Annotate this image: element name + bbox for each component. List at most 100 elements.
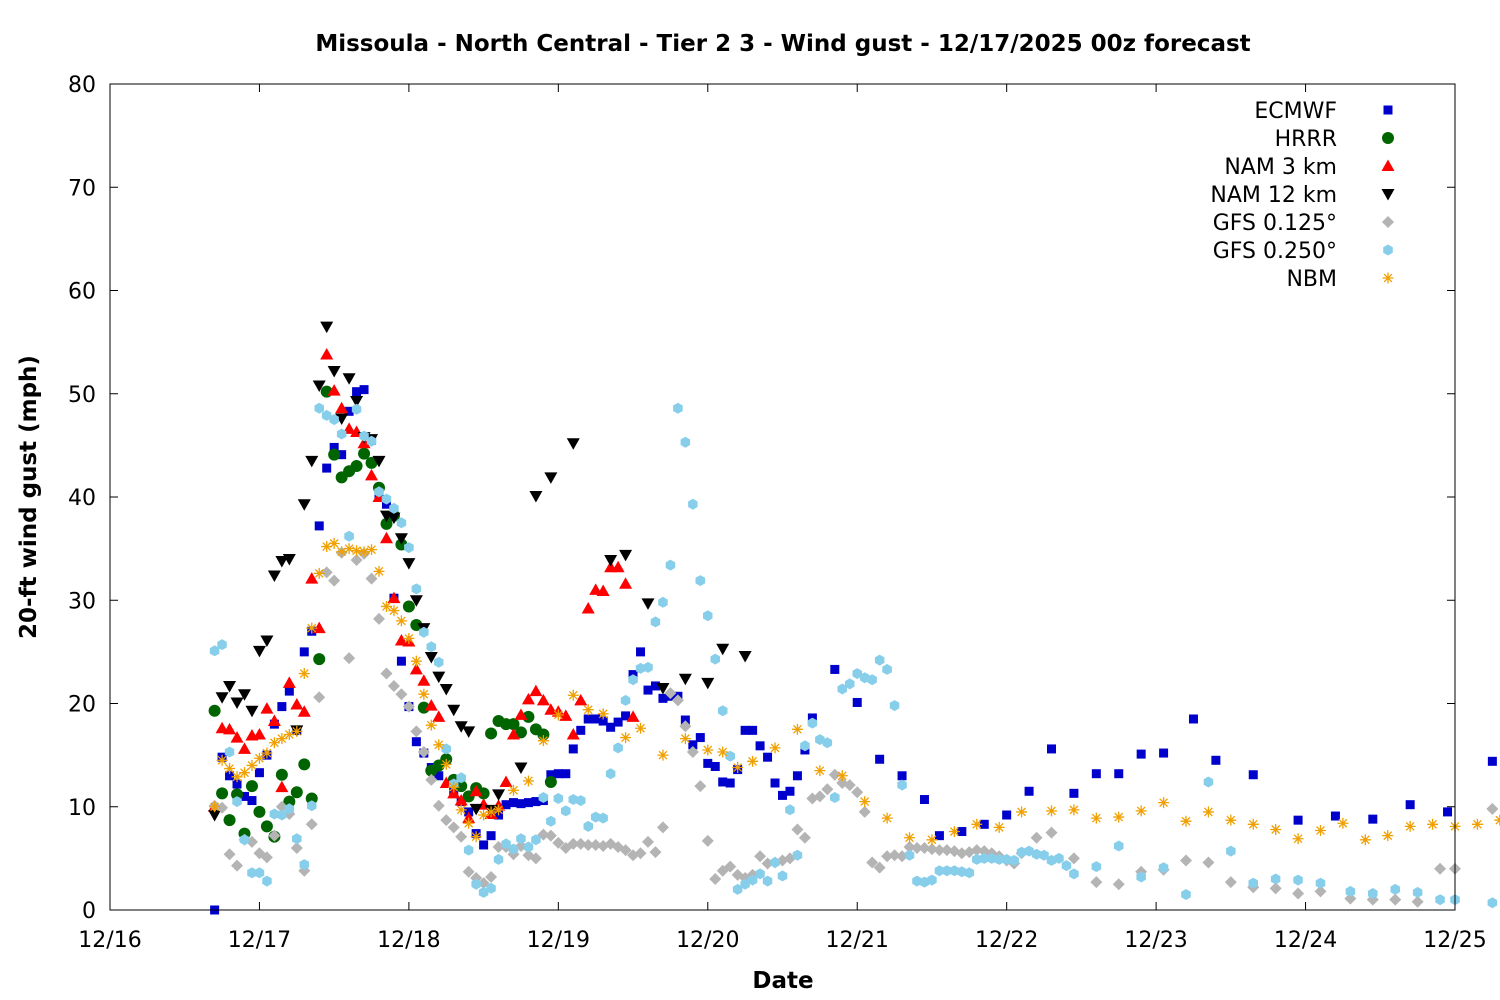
data-point (217, 639, 227, 651)
data-point (359, 430, 369, 442)
data-point (320, 321, 334, 334)
data-point (619, 844, 632, 857)
data-point (619, 577, 633, 589)
data-point (388, 605, 400, 617)
data-point (1443, 807, 1453, 817)
data-point (365, 572, 378, 585)
data-point (531, 834, 541, 846)
data-point (424, 652, 438, 664)
data-point (678, 673, 692, 686)
data-point (282, 676, 296, 688)
data-point (373, 612, 385, 625)
data-point (409, 595, 423, 607)
data-point (224, 746, 235, 758)
data-point (703, 758, 713, 768)
data-point (277, 702, 287, 712)
data-point (1248, 770, 1258, 780)
data-point (374, 486, 384, 498)
data-point (275, 768, 288, 781)
data-point (830, 664, 840, 674)
x-tick-label: 12/18 (377, 928, 440, 953)
y-tick-label: 10 (68, 796, 96, 821)
data-point (972, 853, 982, 865)
data-point (889, 700, 900, 712)
data-point (516, 799, 526, 809)
y-axis-label: 20-ft wind gust (mph) (16, 355, 42, 639)
data-point (394, 533, 408, 545)
y-tick-label: 50 (68, 383, 96, 408)
data-point (970, 844, 983, 857)
data-point (402, 700, 415, 713)
data-point (738, 651, 752, 663)
data-point (343, 543, 355, 555)
data-point (589, 838, 602, 851)
data-point (238, 689, 251, 701)
data-point (403, 632, 415, 644)
data-point (1030, 831, 1043, 844)
data-point (410, 619, 423, 632)
data-point (574, 837, 587, 850)
data-point (231, 788, 244, 801)
data-point (1314, 885, 1327, 898)
data-point (514, 708, 528, 720)
data-point (836, 770, 848, 782)
data-point (463, 844, 474, 856)
data-point (351, 403, 362, 415)
data-point (1046, 805, 1057, 817)
legend-label: NBM (1286, 267, 1337, 292)
data-point (785, 786, 795, 796)
data-point (439, 684, 453, 696)
data-point (628, 674, 638, 686)
data-point (724, 860, 737, 873)
data-point (576, 795, 586, 807)
data-point (327, 366, 341, 378)
data-point (897, 771, 907, 781)
data-point (486, 882, 496, 894)
data-point (1293, 815, 1303, 825)
data-point (516, 833, 526, 845)
data-point (611, 560, 625, 573)
data-point (867, 674, 877, 686)
data-point (209, 645, 220, 657)
data-point (537, 735, 549, 747)
data-point (912, 875, 922, 887)
data-point (695, 575, 706, 587)
data-point (875, 754, 885, 764)
data-point (305, 572, 319, 584)
data-point (904, 849, 915, 861)
data-point (957, 866, 967, 878)
data-point (748, 725, 758, 735)
data-point (1292, 887, 1305, 900)
series-gfs-0-125- (208, 546, 1499, 908)
data-point (337, 450, 347, 460)
data-point (755, 868, 765, 880)
data-point (566, 727, 580, 740)
data-point (1113, 811, 1125, 823)
data-point (568, 794, 578, 805)
data-point (267, 570, 281, 582)
data-point (1487, 897, 1498, 909)
data-point (230, 697, 244, 709)
data-point (568, 744, 578, 754)
data-point (740, 878, 750, 890)
data-point (725, 778, 735, 788)
data-point (387, 591, 401, 604)
data-point (479, 840, 489, 850)
data-point (1135, 805, 1147, 817)
data-point (223, 848, 236, 861)
data-point (1330, 811, 1340, 821)
data-point (312, 380, 326, 392)
chart-title: Missoula - North Central - Tier 2 3 - Wi… (315, 31, 1250, 57)
series-hrrr (208, 385, 557, 843)
data-point (508, 784, 519, 796)
legend-label: GFS 0.125° (1213, 211, 1337, 236)
data-point (1382, 830, 1394, 842)
legend-marker (1382, 132, 1394, 144)
data-point (613, 717, 623, 727)
data-point (208, 810, 222, 822)
data-point (432, 671, 446, 684)
data-point (536, 693, 550, 706)
data-point (1091, 769, 1101, 779)
data-point (224, 763, 236, 775)
data-point (1158, 862, 1169, 874)
